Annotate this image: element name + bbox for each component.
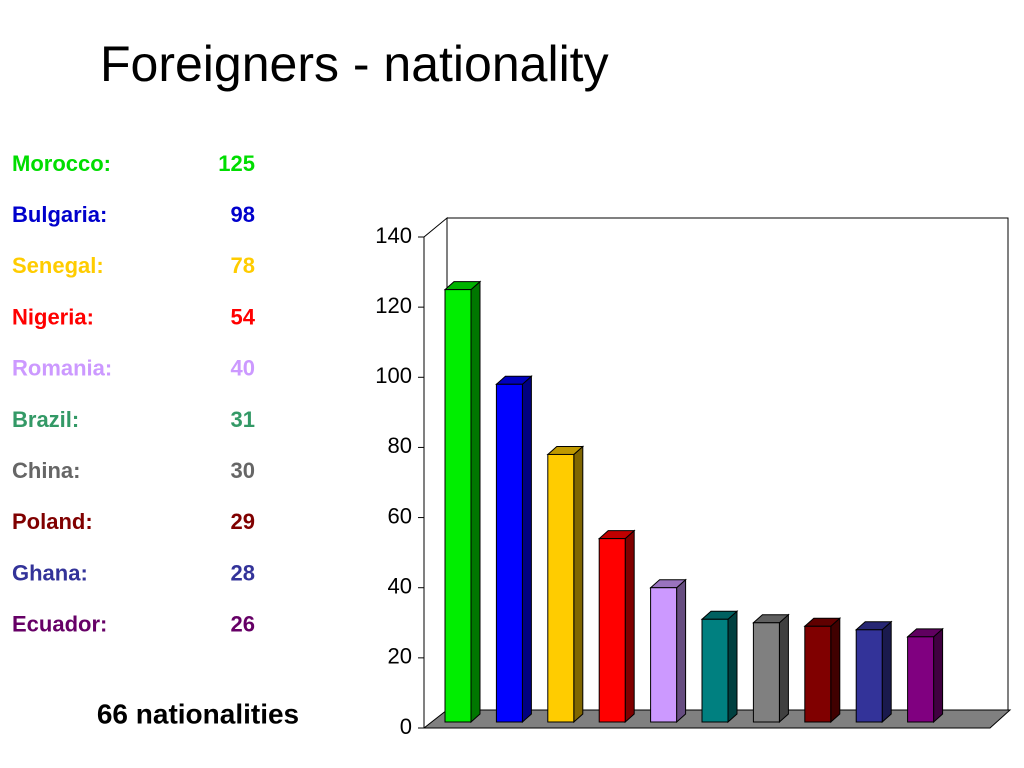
list-label: Ecuador: — [12, 612, 107, 637]
list-value: 29 — [231, 509, 255, 534]
list-label: Brazil: — [12, 407, 79, 432]
bar — [650, 587, 678, 723]
y-tick-label: 0 — [400, 714, 412, 739]
bar-side — [881, 620, 892, 724]
bar-side — [830, 617, 841, 724]
y-tick-label: 140 — [375, 223, 412, 248]
slide-title: Foreigners - nationality — [100, 36, 609, 92]
list-label: China: — [12, 458, 80, 483]
list-label: Morocco: — [12, 151, 111, 176]
bar — [752, 622, 780, 723]
y-tick-label: 120 — [375, 293, 412, 318]
bar — [598, 538, 626, 723]
bar-side — [727, 610, 738, 724]
list-value: 31 — [231, 407, 255, 432]
list-label: Bulgaria: — [12, 202, 107, 227]
bar — [444, 289, 472, 723]
bar — [855, 629, 883, 723]
list-value: 30 — [231, 458, 255, 483]
bar — [495, 383, 523, 723]
list-value: 26 — [231, 612, 255, 637]
list-value: 78 — [231, 253, 255, 278]
list-label: Nigeria: — [12, 304, 94, 329]
list-value: 28 — [231, 560, 255, 585]
bar-side — [778, 613, 789, 724]
bar-side — [624, 529, 635, 724]
y-tick-label: 60 — [388, 503, 412, 528]
annotation: 66 nationalities — [97, 698, 299, 729]
list-value: 125 — [218, 151, 255, 176]
back-wall — [447, 217, 1009, 710]
bar-side — [676, 578, 687, 724]
y-tick-label: 80 — [388, 433, 412, 458]
list-label: Poland: — [12, 509, 93, 534]
list-value: 98 — [231, 202, 255, 227]
bar-side — [521, 375, 532, 724]
list-label: Romania: — [12, 356, 112, 381]
list-label: Senegal: — [12, 253, 104, 278]
bar — [804, 625, 832, 723]
bar — [907, 636, 935, 723]
bar-side — [470, 280, 481, 724]
list-value: 40 — [231, 356, 255, 381]
y-tick-label: 100 — [375, 363, 412, 388]
y-tick-label: 20 — [388, 644, 412, 669]
bar — [547, 453, 575, 723]
bar — [701, 618, 729, 723]
y-tick-label: 40 — [388, 574, 412, 599]
list-label: Ghana: — [12, 560, 88, 585]
side-wall — [423, 216, 448, 728]
bar-side — [933, 627, 944, 724]
list-value: 54 — [231, 304, 256, 329]
bar-side — [573, 445, 584, 724]
